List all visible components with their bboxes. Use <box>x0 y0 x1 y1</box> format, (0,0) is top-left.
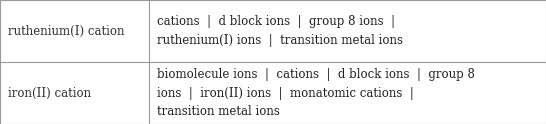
Text: iron(II) cation: iron(II) cation <box>8 87 91 99</box>
Text: cations  |  d block ions  |  group 8 ions  |
ruthenium(I) ions  |  transition me: cations | d block ions | group 8 ions | … <box>157 15 402 47</box>
Text: biomolecule ions  |  cations  |  d block ions  |  group 8
ions  |  iron(II) ions: biomolecule ions | cations | d block ion… <box>157 68 474 118</box>
Text: ruthenium(I) cation: ruthenium(I) cation <box>8 25 124 37</box>
